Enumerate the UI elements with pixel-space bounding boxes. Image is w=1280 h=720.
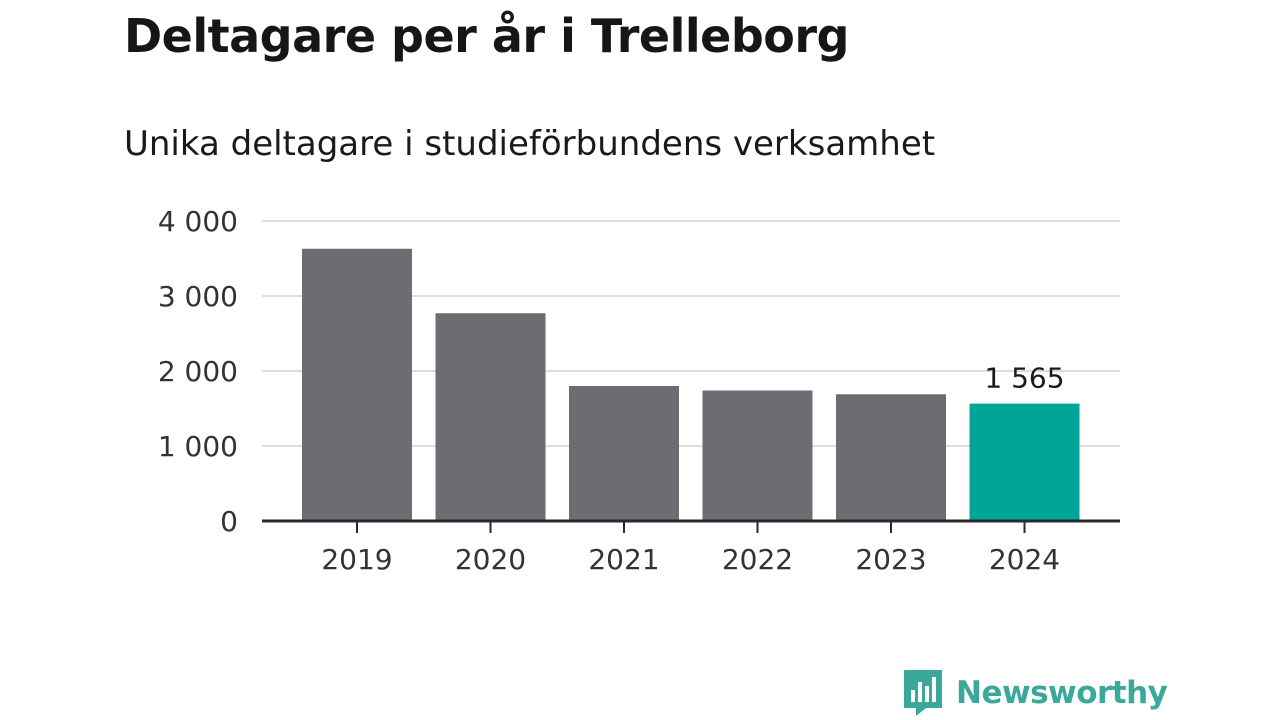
bar-2023 bbox=[836, 394, 946, 521]
x-tick-label: 2022 bbox=[722, 543, 793, 576]
bars bbox=[302, 248, 1080, 521]
chart-title: Deltagare per år i Trelleborg bbox=[124, 9, 849, 63]
x-axis-labels: 2019 2020 2021 2022 2023 2024 bbox=[321, 543, 1060, 576]
brand-name: Newsworthy bbox=[956, 675, 1168, 711]
x-tick-label: 2021 bbox=[588, 543, 659, 576]
newsworthy-logo-icon bbox=[904, 670, 942, 716]
chart-subtitle: Unika deltagare i studieförbundens verks… bbox=[124, 124, 936, 164]
x-tick-label: 2024 bbox=[989, 543, 1060, 576]
y-tick-label: 3 000 bbox=[158, 280, 238, 313]
x-tick-label: 2023 bbox=[855, 543, 926, 576]
y-tick-label: 1 000 bbox=[158, 430, 238, 463]
bar-2022 bbox=[702, 390, 813, 521]
y-tick-label: 0 bbox=[220, 505, 238, 538]
brand-logo: Newsworthy bbox=[902, 668, 1168, 718]
y-tick-label: 2 000 bbox=[158, 355, 238, 388]
y-tick-label: 4 000 bbox=[158, 205, 238, 238]
x-tick-label: 2019 bbox=[321, 543, 392, 576]
bar-2019 bbox=[302, 248, 412, 521]
x-axis bbox=[262, 519, 1120, 533]
y-axis-labels: 0 1 000 2 000 3 000 4 000 bbox=[158, 205, 238, 538]
bar-2020 bbox=[435, 313, 546, 521]
bar-2021 bbox=[569, 386, 679, 521]
data-label: 1 565 bbox=[984, 362, 1064, 395]
x-tick-label: 2020 bbox=[455, 543, 526, 576]
bar-2024 bbox=[969, 403, 1080, 521]
data-labels: 1 565 bbox=[984, 362, 1064, 395]
